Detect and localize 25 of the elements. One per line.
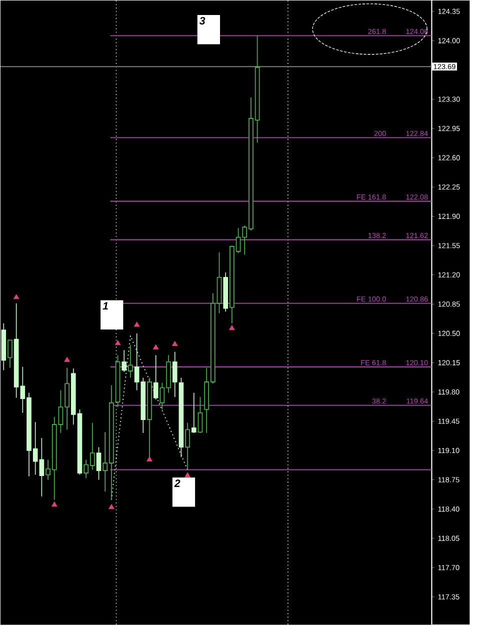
candlestick	[198, 396, 203, 434]
point	[146, 456, 152, 462]
point	[52, 502, 58, 507]
candlestick	[134, 333, 140, 391]
candlestick	[185, 422, 190, 470]
candlestick	[8, 340, 13, 368]
candlestick	[154, 354, 158, 400]
annotation: 2	[174, 480, 180, 487]
annotation: 1	[102, 302, 108, 310]
candlestick	[122, 350, 127, 372]
annotation: 3	[200, 17, 206, 25]
candlestick	[39, 438, 44, 497]
point	[172, 341, 178, 346]
point	[184, 472, 191, 478]
point	[134, 322, 140, 327]
point	[108, 504, 114, 510]
point	[14, 294, 20, 300]
candlestick	[96, 446, 102, 480]
point	[64, 356, 70, 362]
candlestick	[192, 392, 196, 434]
candlestick	[128, 344, 134, 378]
candlestick	[172, 351, 178, 398]
point	[115, 340, 121, 346]
point	[153, 344, 159, 350]
point	[229, 325, 235, 330]
